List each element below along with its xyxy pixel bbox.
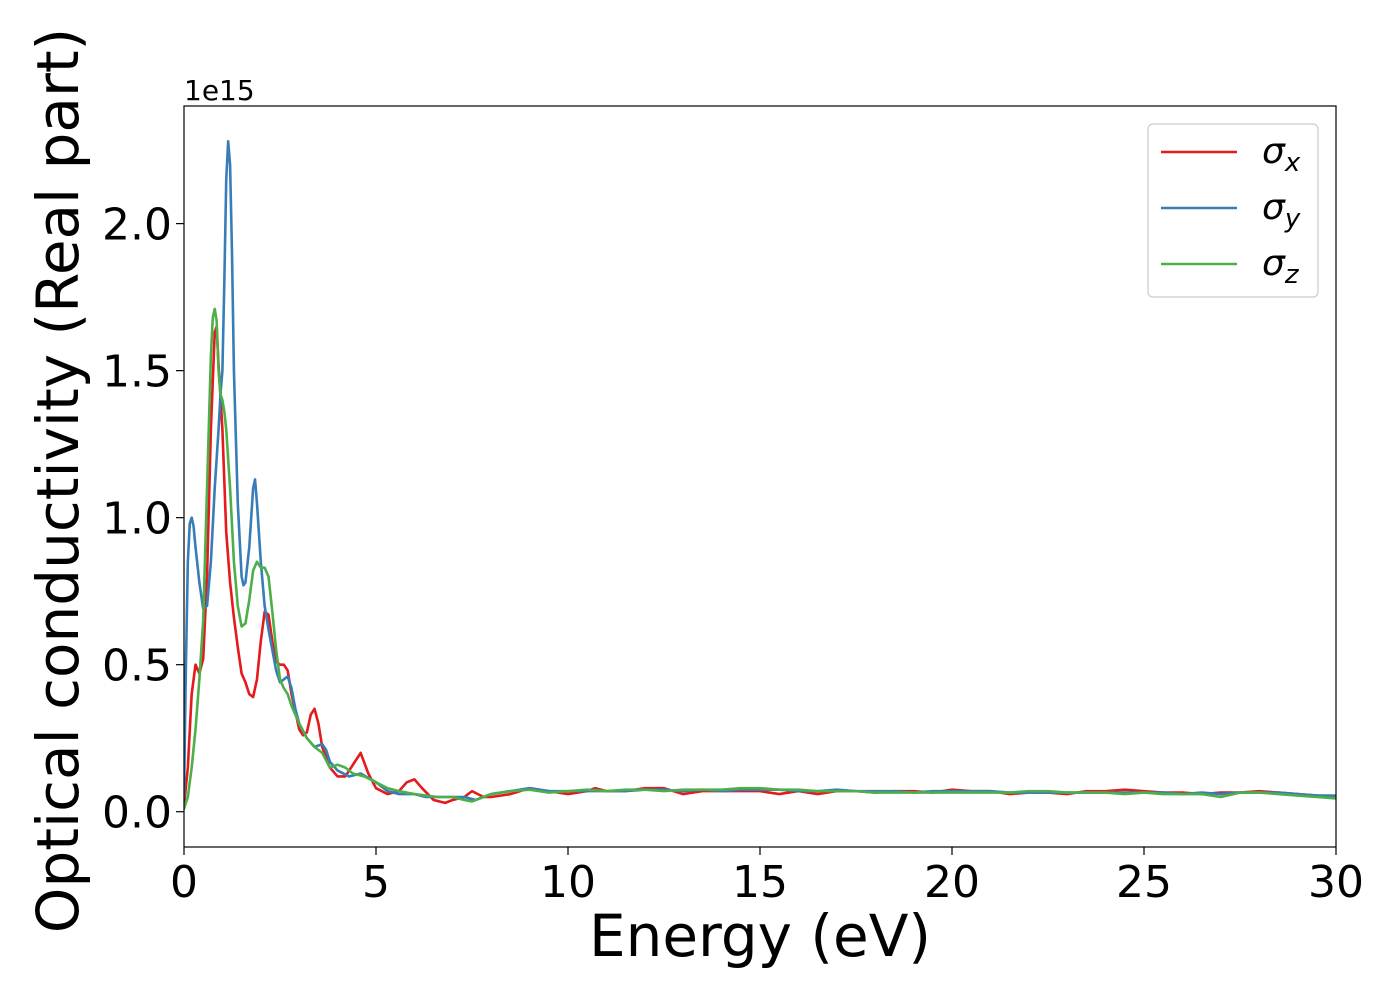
y-tick-label: 0.0 xyxy=(102,788,172,839)
legend-box xyxy=(1147,123,1319,298)
y-axis-offset-label: 1e15 xyxy=(184,74,255,107)
x-tick-label: 15 xyxy=(732,857,788,908)
legend-label-y: σy xyxy=(1262,187,1301,234)
y-axis-ticks: 0.0 0.5 1.0 1.5 2.0 xyxy=(102,200,184,839)
legend-label-x: σx xyxy=(1262,131,1301,178)
y-tick-label: 2.0 xyxy=(102,200,172,251)
legend-label-z: σz xyxy=(1262,243,1300,290)
legend: σx σy σz xyxy=(1147,123,1319,298)
y-tick-label: 0.5 xyxy=(102,641,172,692)
x-axis-ticks: 0 5 10 15 20 25 30 xyxy=(170,847,1364,908)
x-tick-label: 0 xyxy=(170,857,198,908)
y-axis-label: Optical conductivity (Real part) xyxy=(24,28,92,933)
y-tick-label: 1.0 xyxy=(102,494,172,545)
x-tick-label: 10 xyxy=(540,857,596,908)
series-line-x xyxy=(184,325,1336,808)
y-tick-label: 1.5 xyxy=(102,347,172,398)
series-line-z xyxy=(184,307,1336,811)
series-layer xyxy=(184,139,1336,811)
x-axis-label: Energy (eV) xyxy=(589,902,931,970)
x-tick-label: 25 xyxy=(1116,857,1172,908)
x-tick-label: 20 xyxy=(924,857,980,908)
x-tick-label: 5 xyxy=(362,857,390,908)
x-tick-label: 30 xyxy=(1308,857,1364,908)
